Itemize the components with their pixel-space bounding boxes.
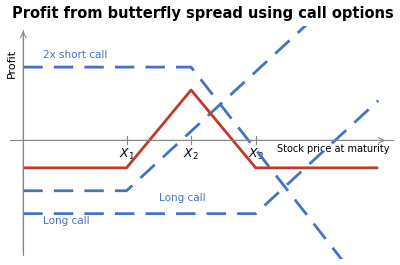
Text: Stock price at maturity: Stock price at maturity xyxy=(277,144,390,154)
Text: 2x short call: 2x short call xyxy=(43,50,107,60)
Text: Profit: Profit xyxy=(7,49,17,78)
Text: $X_3$: $X_3$ xyxy=(248,147,264,162)
Title: Profit from butterfly spread using call options: Profit from butterfly spread using call … xyxy=(12,6,393,21)
Text: $X_1$: $X_1$ xyxy=(119,147,134,162)
Text: Long call: Long call xyxy=(43,216,89,226)
Text: Long call: Long call xyxy=(159,193,206,203)
Text: $X_2$: $X_2$ xyxy=(183,147,199,162)
